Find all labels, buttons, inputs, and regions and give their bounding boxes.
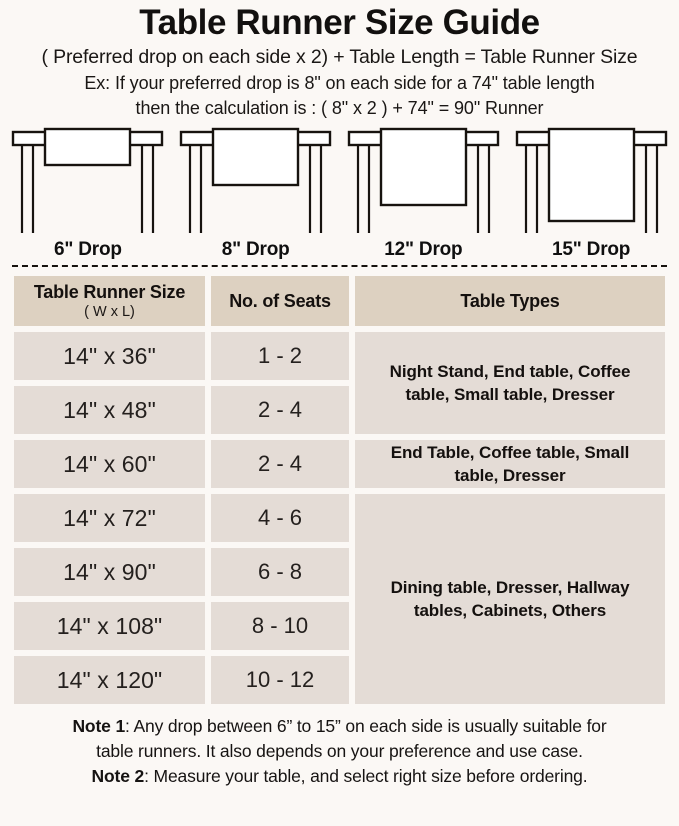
header-table-types-label: Table Types xyxy=(460,290,560,311)
header-runner-size-main: Table Runner Size xyxy=(33,281,186,302)
table-row: 6 - 8 xyxy=(211,548,349,596)
header-no-of-seats: No. of Seats xyxy=(211,276,349,326)
formula-text: ( Preferred drop on each side x 2) + Tab… xyxy=(41,46,638,68)
drop-diagrams: 6" Drop 8" Drop xyxy=(0,127,679,261)
table-row: 2 - 4 xyxy=(211,440,349,488)
header-table-types: Table Types xyxy=(355,276,665,326)
table-row: 14" x 36" xyxy=(14,332,205,380)
table-illustration-6in xyxy=(12,127,164,233)
section-divider xyxy=(12,265,667,267)
page-title: Table Runner Size Guide xyxy=(139,3,540,42)
table-illustration-8in xyxy=(179,127,332,233)
table-row: 14" x 108" xyxy=(14,602,205,650)
table-row: 2 - 4 xyxy=(211,386,349,434)
size-table: Table Runner Size ( W x L) 14" x 36" 14"… xyxy=(14,276,665,704)
header-runner-size: Table Runner Size ( W x L) xyxy=(14,276,205,326)
table-row: 10 - 12 xyxy=(211,656,349,704)
header-block: Table Runner Size Guide ( Preferred drop… xyxy=(0,0,679,121)
table-row: 14" x 60" xyxy=(14,440,205,488)
table-row: 14" x 72" xyxy=(14,494,205,542)
table-row: 14" x 90" xyxy=(14,548,205,596)
note-1-line-1: Note 1: Any drop between 6” to 15” on ea… xyxy=(8,714,671,739)
header-runner-size-sub: ( W x L) xyxy=(84,303,135,320)
table-row: 8 - 10 xyxy=(211,602,349,650)
table-row: 14" x 48" xyxy=(14,386,205,434)
table-illustration-15in xyxy=(515,127,667,233)
diagram-6-drop: 6" Drop xyxy=(4,127,172,261)
drop-label-12: 12" Drop xyxy=(384,239,463,260)
drop-label-15: 15" Drop xyxy=(552,239,631,260)
table-types-group-3: Dining table, Dresser, Hallway tables, C… xyxy=(355,494,665,704)
column-no-of-seats: No. of Seats 1 - 2 2 - 4 2 - 4 4 - 6 6 -… xyxy=(211,276,349,704)
header-no-of-seats-label: No. of Seats xyxy=(229,290,331,311)
table-row: 4 - 6 xyxy=(211,494,349,542)
note-2-line: Note 2: Measure your table, and select r… xyxy=(8,764,671,789)
column-runner-size: Table Runner Size ( W x L) 14" x 36" 14"… xyxy=(14,276,205,704)
table-types-group-1: Night Stand, End table, Coffee table, Sm… xyxy=(355,332,665,434)
note-1-line-2: table runners. It also depends on your p… xyxy=(96,741,583,761)
notes-block: Note 1: Any drop between 6” to 15” on ea… xyxy=(0,714,679,789)
column-table-types: Table Types Night Stand, End table, Coff… xyxy=(355,276,665,704)
diagram-15-drop: 15" Drop xyxy=(507,127,675,261)
table-types-group-2: End Table, Coffee table, Small table, Dr… xyxy=(355,440,665,488)
example-line-1: Ex: If your preferred drop is 8" on each… xyxy=(84,73,595,93)
table-illustration-12in xyxy=(347,127,500,233)
note-2-text: : Measure your table, and select right s… xyxy=(144,766,588,786)
note-1-text-a: : Any drop between 6” to 15” on each sid… xyxy=(125,716,607,736)
drop-label-8: 8" Drop xyxy=(221,239,290,260)
table-row: 1 - 2 xyxy=(211,332,349,380)
note-1-label: Note 1 xyxy=(72,716,126,736)
note-2-label: Note 2 xyxy=(91,766,145,786)
example-line-2: then the calculation is : ( 8" x 2 ) + 7… xyxy=(135,98,544,118)
diagram-12-drop: 12" Drop xyxy=(340,127,508,261)
table-row: 14" x 120" xyxy=(14,656,205,704)
diagram-8-drop: 8" Drop xyxy=(172,127,340,261)
drop-label-6: 6" Drop xyxy=(53,239,122,260)
